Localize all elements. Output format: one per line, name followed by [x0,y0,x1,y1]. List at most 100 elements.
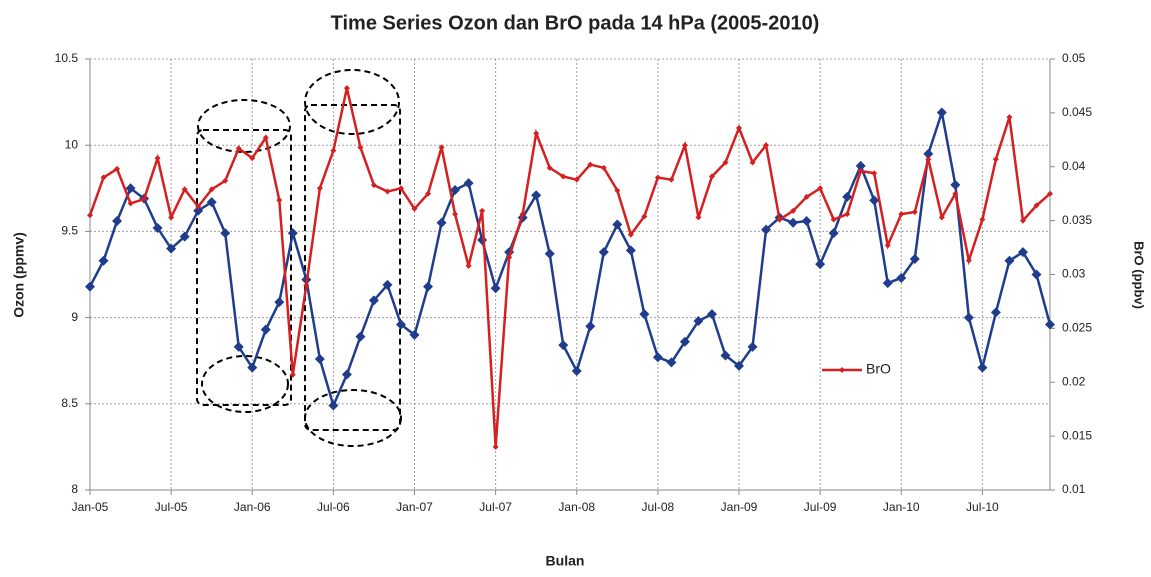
point [423,281,434,292]
y2-tick-label: 0.03 [1062,267,1086,281]
point [1033,202,1040,209]
point [668,176,675,183]
point [330,147,337,154]
point [490,283,501,294]
point [666,357,677,368]
point [112,216,123,227]
point [884,242,891,249]
point [274,297,285,308]
point [652,352,663,363]
point [452,211,459,218]
point [166,243,177,254]
y2-axis-label: BrO (ppbv) [1132,241,1147,309]
point [519,211,526,218]
y2-tick-label: 0.04 [1062,159,1086,173]
y-tick-label: 10 [65,137,79,151]
annotation-ellipse [304,69,400,135]
point [125,183,136,194]
point [492,443,499,450]
point [220,228,231,239]
point [803,193,810,200]
series-line [88,112,1052,410]
legend-label: BrO [866,361,891,377]
point [409,329,420,340]
point [869,195,880,206]
point [276,197,283,204]
point [98,255,109,266]
point [681,142,688,149]
point [506,254,513,261]
point [571,366,582,377]
point [923,148,934,159]
y2-tick-label: 0.025 [1062,321,1092,335]
point [965,257,972,264]
y2-tick-label: 0.02 [1062,374,1086,388]
point [857,168,864,175]
point [395,319,406,330]
point [560,173,567,180]
point [598,247,609,258]
y2-tick-label: 0.05 [1062,51,1086,65]
point [262,134,269,141]
point [425,190,432,197]
point [436,217,447,228]
point [815,259,826,270]
x-tick-label: Jul-08 [642,500,675,514]
point [222,177,229,184]
point [871,170,878,177]
point [625,245,636,256]
point [909,253,920,264]
x-tick-label: Jul-06 [317,500,350,514]
point [679,336,690,347]
point [706,309,717,320]
point [896,272,907,283]
annotation-ellipse [197,99,291,153]
point [828,228,839,239]
point [1004,255,1015,266]
point [788,217,799,228]
annotation-ellipse [201,355,289,413]
point [370,182,377,189]
point [952,190,959,197]
y2-tick-label: 0.01 [1062,482,1086,496]
point [100,174,107,181]
annotation-box [304,104,401,431]
point [438,144,445,151]
point [722,159,729,166]
point [749,159,756,166]
point [233,341,244,352]
point [195,203,202,210]
point [249,155,256,162]
annotation-ellipse [304,389,402,447]
point [801,216,812,227]
point [260,324,271,335]
point [1019,217,1026,224]
annotation-box [196,129,292,406]
point [790,207,797,214]
point [289,371,296,378]
point [397,185,404,192]
point [1031,269,1042,280]
point [341,369,352,380]
x-tick-label: Jul-09 [804,500,837,514]
point [384,188,391,195]
point [316,185,323,192]
point [990,307,1001,318]
point [465,262,472,269]
point [477,235,488,246]
point [992,156,999,163]
point [614,187,621,194]
point [357,144,364,151]
point [654,174,661,181]
x-tick-label: Jul-07 [479,500,512,514]
point [627,231,634,238]
point [925,156,932,163]
point [479,207,486,214]
y2-tick-label: 0.015 [1062,428,1092,442]
x-tick-label: Jan-05 [72,500,109,514]
point [154,155,161,162]
point [235,145,242,152]
x-tick-label: Jan-06 [234,500,271,514]
point [977,362,988,373]
